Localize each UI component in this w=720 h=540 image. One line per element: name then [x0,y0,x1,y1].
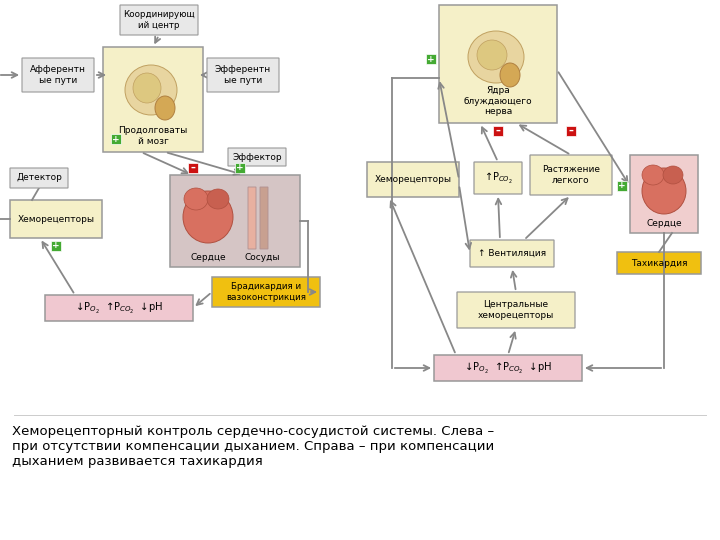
FancyBboxPatch shape [170,175,300,267]
FancyBboxPatch shape [212,277,320,307]
FancyBboxPatch shape [470,240,554,267]
Ellipse shape [663,166,683,184]
Text: Детектор: Детектор [16,173,62,183]
FancyBboxPatch shape [493,126,503,136]
FancyBboxPatch shape [426,54,436,64]
Text: –: – [495,126,500,136]
Ellipse shape [642,168,686,214]
Ellipse shape [133,73,161,103]
FancyBboxPatch shape [45,295,193,321]
Text: Координирующ
ий центр: Координирующ ий центр [123,10,195,30]
Text: Центральные
хеморецепторы: Центральные хеморецепторы [478,300,554,320]
Text: Брадикардия и
вазоконстрикция: Брадикардия и вазоконстрикция [226,282,306,302]
FancyBboxPatch shape [248,187,256,249]
FancyBboxPatch shape [530,155,612,195]
FancyBboxPatch shape [434,355,582,381]
FancyBboxPatch shape [260,187,268,249]
FancyBboxPatch shape [457,292,575,328]
Text: Хеморецепторы: Хеморецепторы [374,175,451,184]
FancyBboxPatch shape [111,134,121,144]
FancyBboxPatch shape [10,200,102,238]
Text: Сосуды: Сосуды [244,253,280,261]
Text: –: – [569,126,573,136]
Text: Хеморецепторы: Хеморецепторы [17,214,94,224]
FancyBboxPatch shape [235,163,245,173]
FancyBboxPatch shape [228,148,286,166]
FancyBboxPatch shape [617,181,627,191]
Text: –: – [191,163,195,173]
FancyBboxPatch shape [367,162,459,197]
FancyBboxPatch shape [22,58,94,92]
Text: Эфферентн
ые пути: Эфферентн ые пути [215,65,271,85]
FancyBboxPatch shape [566,126,576,136]
Text: Хеморецепторный контроль сердечно-сосудистой системы. Слева –
при отсутствии ком: Хеморецепторный контроль сердечно-сосуди… [12,425,494,468]
Ellipse shape [207,189,229,209]
Ellipse shape [184,188,208,210]
Ellipse shape [468,31,524,83]
Text: Ядра
блуждающего
нерва: Ядра блуждающего нерва [464,86,532,116]
Text: ↓P$_{O_2}$  ↑P$_{CO_2}$  ↓pH: ↓P$_{O_2}$ ↑P$_{CO_2}$ ↓pH [464,361,552,375]
FancyBboxPatch shape [120,5,198,35]
Ellipse shape [642,165,664,185]
Text: Сердце: Сердце [646,219,682,227]
FancyBboxPatch shape [630,155,698,233]
Text: Тахикардия: Тахикардия [631,259,688,267]
FancyBboxPatch shape [103,47,203,152]
Text: +: + [618,181,626,191]
FancyBboxPatch shape [188,163,198,173]
Text: Продолговаты
й мозг: Продолговаты й мозг [118,126,188,146]
Ellipse shape [477,40,507,70]
Text: +: + [112,134,120,144]
Text: Сердце: Сердце [190,253,226,261]
Ellipse shape [500,63,520,87]
Text: Растяжение
легкого: Растяжение легкого [542,165,600,185]
Text: Афферентн
ые пути: Афферентн ые пути [30,65,86,85]
Ellipse shape [155,96,175,120]
Ellipse shape [183,191,233,243]
FancyBboxPatch shape [439,5,557,123]
Text: +: + [52,241,60,251]
FancyBboxPatch shape [617,252,701,274]
Text: ↑P$_{CO_2}$: ↑P$_{CO_2}$ [484,171,513,186]
Text: ↑ Вентиляция: ↑ Вентиляция [478,249,546,258]
Text: +: + [236,164,244,172]
Text: +: + [427,55,435,64]
FancyBboxPatch shape [10,168,68,188]
Text: ↓P$_{O_2}$  ↑P$_{CO_2}$  ↓pH: ↓P$_{O_2}$ ↑P$_{CO_2}$ ↓pH [75,300,163,315]
Text: Эффектор: Эффектор [232,152,282,161]
FancyBboxPatch shape [474,162,522,194]
FancyBboxPatch shape [207,58,279,92]
Ellipse shape [125,65,177,115]
FancyBboxPatch shape [51,241,61,251]
